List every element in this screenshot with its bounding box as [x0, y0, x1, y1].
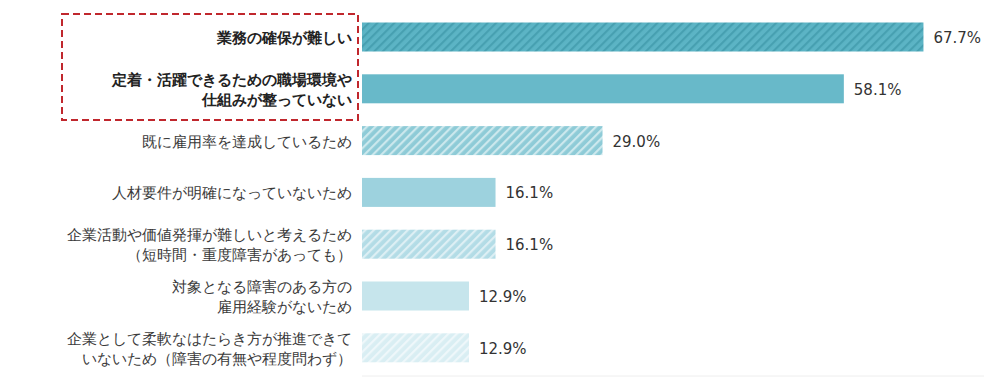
- bar: [362, 178, 496, 207]
- chart-svg: 67.7% 58.1% 29.0% 16.1% 16.1% 12.9% 12.9% 業務の確保…: [0, 0, 1000, 381]
- category-label: 企業として柔軟なはたらき方が推進できていないため（障害の有無や程度問わず）: [67, 330, 352, 368]
- category-label: 定着・活躍できるための職場環境や仕組みが整っていない: [111, 71, 352, 109]
- bar: [362, 282, 469, 311]
- data-label: 16.1%: [506, 184, 554, 202]
- data-label: 29.0%: [613, 133, 661, 151]
- highlight-frame: [62, 14, 358, 120]
- x-axis-line: [362, 376, 984, 377]
- chart-container: 67.7% 58.1% 29.0% 16.1% 16.1% 12.9% 12.9% 業務の確保…: [0, 0, 1000, 381]
- data-label: 58.1%: [854, 81, 902, 99]
- category-label: 業務の確保が難しい: [216, 29, 352, 47]
- category-label: 人材要件が明確になっていないため: [112, 184, 352, 202]
- labels: 67.7% 58.1% 29.0% 16.1% 16.1% 12.9% 12.9% 業務の確保…: [67, 29, 981, 368]
- bar: [362, 333, 469, 362]
- data-label: 67.7%: [933, 29, 981, 47]
- bar: [362, 126, 603, 155]
- bar: [362, 230, 496, 259]
- data-label: 12.9%: [479, 340, 527, 358]
- bar: [362, 23, 923, 52]
- data-label: 12.9%: [479, 288, 527, 306]
- data-label: 16.1%: [506, 236, 554, 254]
- category-label: 対象となる障害のある方の雇用経験がないため: [172, 278, 352, 316]
- category-label: 既に雇用率を達成しているため: [142, 133, 352, 151]
- bar: [362, 74, 844, 103]
- category-label: 企業活動や価値発揮が難しいと考えるため（短時間・重度障害があっても）: [67, 226, 352, 264]
- bars: [362, 23, 923, 363]
